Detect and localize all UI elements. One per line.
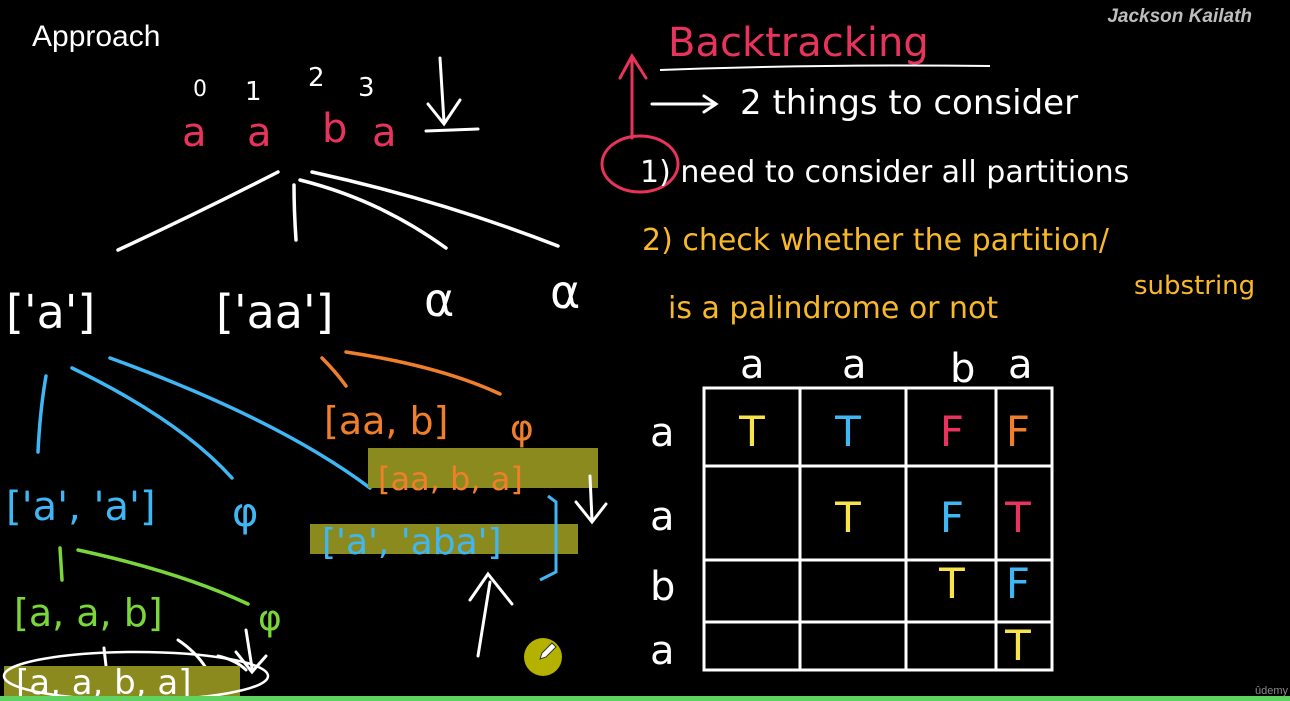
table-cell-2-2: T xyxy=(938,559,965,608)
bracket-right xyxy=(539,494,558,582)
watermark: ûdemy xyxy=(1254,685,1288,697)
string-letter-1: a xyxy=(247,110,272,156)
table-cell-0-1: T xyxy=(834,407,861,456)
green-branch: [a, a, b] xyxy=(14,591,163,635)
phi-1: φ xyxy=(232,490,258,536)
string-letter-3: a xyxy=(372,110,397,156)
phi-2: φ xyxy=(258,598,282,639)
pencil-icon xyxy=(539,642,557,660)
notes-point2b: is a palindrome or not xyxy=(668,291,998,326)
tree-branches xyxy=(116,170,560,252)
notes-line1: 2 things to consider xyxy=(740,83,1078,123)
table-col-header-3: a xyxy=(1008,342,1033,388)
table-col-header-1: a xyxy=(842,342,867,388)
table-cell-1-3: T xyxy=(1004,493,1031,542)
palindrome-table: a a b a a a b a T T F FT F TT FT xyxy=(650,342,1054,674)
index-2: 2 xyxy=(308,63,325,93)
down-arrow-small-icon xyxy=(574,474,608,525)
highlight-a-aba: ['a', 'aba'] xyxy=(322,522,502,563)
page-title: Approach xyxy=(32,20,161,53)
table-cell-0-3: F xyxy=(1006,407,1030,456)
blue-branch-a-a: ['a', 'a'] xyxy=(6,484,156,530)
table-row-header-1: a xyxy=(650,494,675,540)
blue-branches xyxy=(36,356,372,490)
index-1: 1 xyxy=(245,77,262,107)
notes-point1: 1) need to consider all partitions xyxy=(640,155,1129,190)
notes-point2c: substring xyxy=(1134,271,1255,301)
string-letter-0: a xyxy=(182,110,207,156)
table-cell-3-3: T xyxy=(1004,621,1031,670)
table-row-header-3: a xyxy=(650,628,675,674)
author-name: Jackson Kailath xyxy=(1107,6,1252,27)
highlight-aaba: [aa, b, a] xyxy=(378,460,523,498)
down-arrow-bottom-icon xyxy=(234,628,268,675)
string-letter-2: b xyxy=(322,106,347,152)
notes-point2a: 2) check whether the partition/ xyxy=(642,223,1110,258)
table-cell-1-1: T xyxy=(834,493,861,542)
table-col-lines xyxy=(798,388,998,670)
table-row-lines xyxy=(704,464,1052,624)
highlight-a-aba-bar xyxy=(310,524,578,554)
down-arrow-icon xyxy=(424,56,480,133)
table-border xyxy=(702,386,1054,672)
up-arrow-icon xyxy=(468,571,514,658)
level1-a: ['a'] xyxy=(6,285,95,339)
red-up-arrow-icon xyxy=(618,53,648,140)
table-cell-2-3: F xyxy=(1006,559,1030,608)
level1-alpha-2: α xyxy=(550,265,580,319)
index-3: 3 xyxy=(358,73,375,103)
progress-bar xyxy=(0,696,1290,701)
level1-alpha-1: α xyxy=(424,273,454,327)
point-1-circle xyxy=(600,134,680,194)
right-arrow-icon xyxy=(650,94,719,114)
table-cell-1-2: F xyxy=(940,493,964,542)
heading-backtracking: Backtracking xyxy=(668,20,929,66)
level1-aa: ['aa'] xyxy=(216,285,334,339)
orange-branch: [aa, b] xyxy=(324,399,449,443)
highlight-aaba-bar xyxy=(368,448,598,488)
index-0: 0 xyxy=(193,77,207,102)
bottom-result-highlight xyxy=(4,666,240,696)
phi-3: φ xyxy=(510,408,534,449)
table-cell-0-2: F xyxy=(940,407,964,456)
heading-underline xyxy=(659,64,991,71)
table-col-header-0: a xyxy=(740,342,765,388)
table-col-header-2: b xyxy=(950,346,975,392)
table-cell-0-0: T xyxy=(738,407,765,456)
green-branches xyxy=(58,546,250,606)
orange-branches xyxy=(320,350,502,396)
table-row-header-2: b xyxy=(650,564,675,610)
table-row-header-0: a xyxy=(650,410,675,456)
